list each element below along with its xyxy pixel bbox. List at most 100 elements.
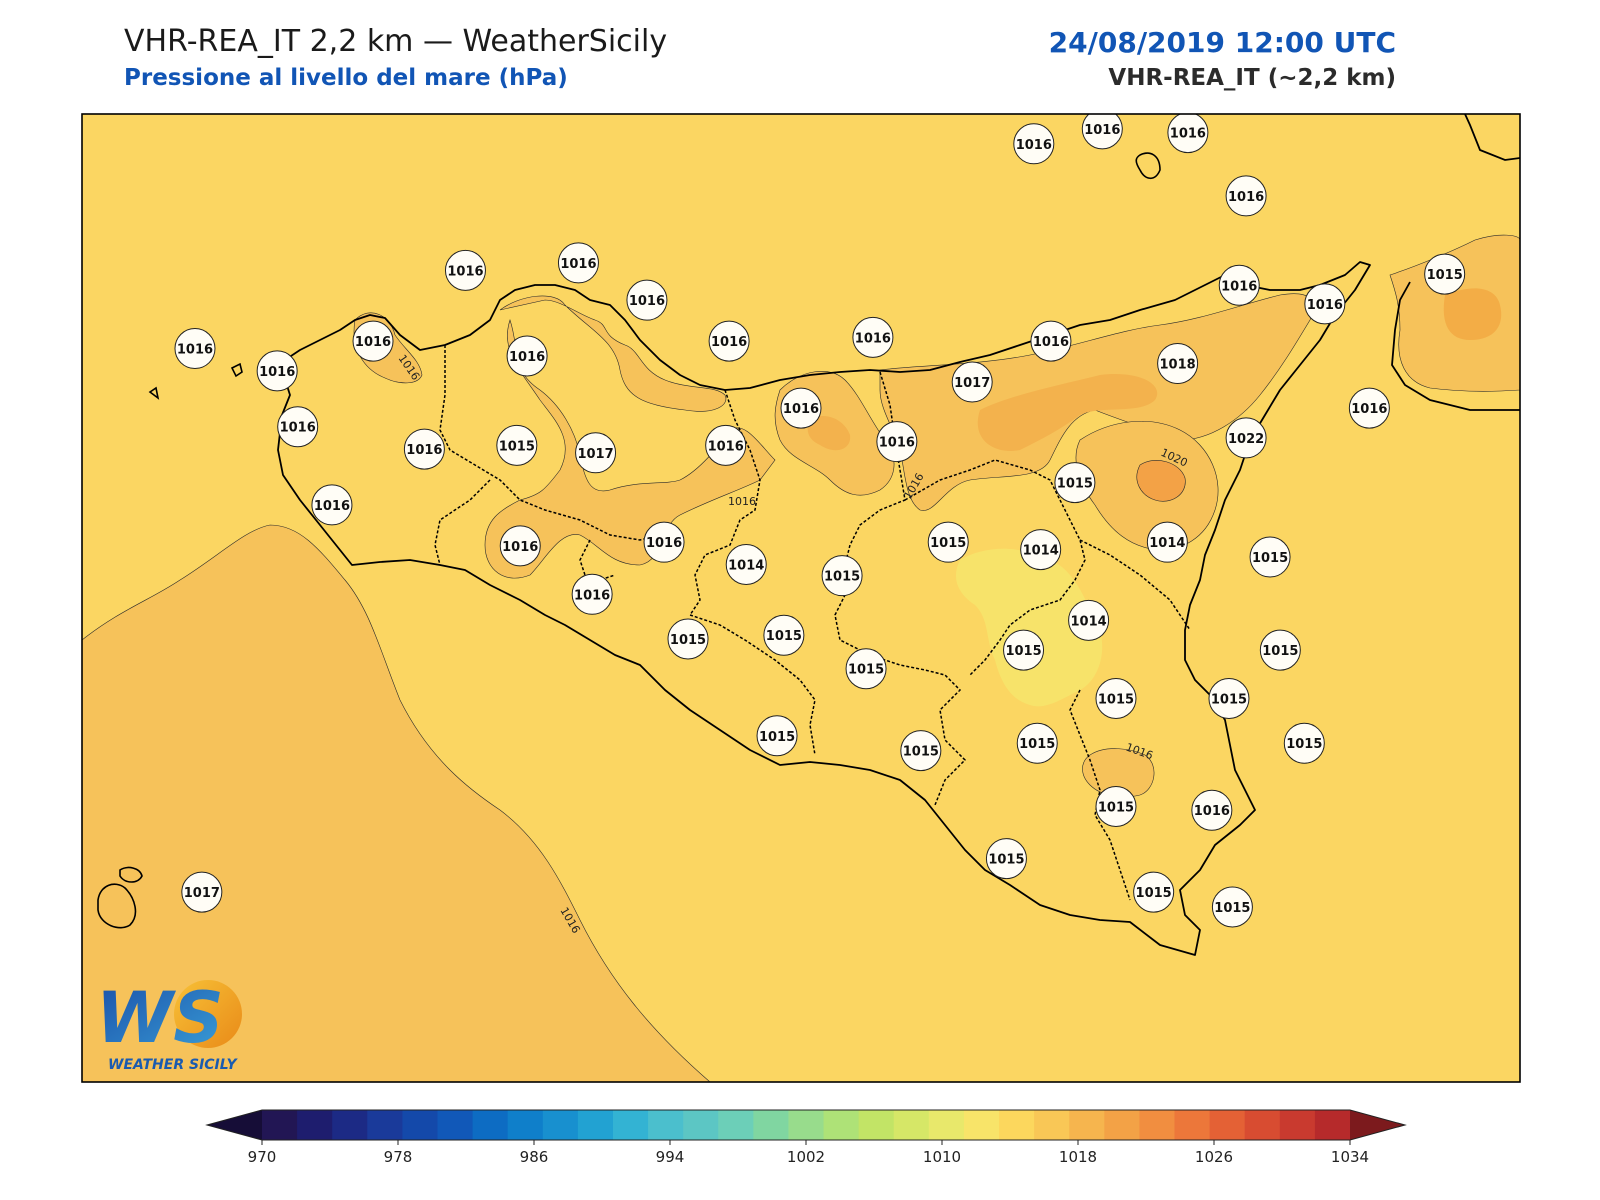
station-circle (725, 543, 767, 585)
colorbar-segment (612, 1110, 649, 1140)
colorbar-segment (788, 1110, 825, 1140)
station-circle (708, 320, 750, 362)
station-value: 1016 (1033, 335, 1069, 350)
station-marker: 1016 (557, 242, 599, 284)
station-marker: 1015 (1133, 871, 1175, 913)
sicily-coastline (277, 261, 1371, 956)
station-marker: 1016 (444, 249, 486, 291)
station-marker: 1015 (845, 648, 887, 690)
station-value: 1015 (1098, 800, 1134, 815)
station-circle (1133, 871, 1175, 913)
station-circle (852, 316, 894, 358)
station-marker: 1016 (174, 328, 216, 370)
station-value: 1015 (1136, 886, 1172, 901)
station-value: 1016 (259, 365, 295, 380)
station-value: 1015 (1252, 551, 1288, 566)
station-circle (1157, 342, 1199, 384)
egadi-islands (148, 362, 243, 400)
model-label: VHR-REA_IT (~2,2 km) (1108, 65, 1396, 91)
station-marker: 1022 (1225, 417, 1267, 459)
station-circle (876, 421, 918, 463)
colorbar-segment (963, 1110, 1000, 1140)
colorbar-segment (1174, 1110, 1211, 1140)
station-circle (1016, 722, 1058, 764)
station-marker: 1015 (900, 730, 942, 772)
pressure-area-etna-inner (1136, 460, 1186, 502)
colorbar-segment (648, 1110, 684, 1140)
station-circle (571, 573, 613, 615)
station-marker: 1016 (277, 406, 319, 448)
station-circle (1211, 886, 1253, 928)
map-subtitle: Pressione al livello del mare (hPa) (124, 65, 568, 91)
station-circle (1095, 678, 1137, 720)
station-value: 1015 (1211, 693, 1247, 708)
colorbar-segment (1244, 1110, 1281, 1140)
station-value: 1015 (1005, 644, 1041, 659)
station-marker: 1016 (876, 421, 918, 463)
station-circle (1081, 114, 1123, 150)
station-marker: 1014 (1020, 529, 1062, 571)
colorbar-segment (472, 1110, 509, 1140)
station-circle (174, 328, 216, 370)
station-value: 1016 (1170, 127, 1206, 142)
colorbar-tick-label: 1002 (787, 1148, 825, 1166)
pressure-area-southwest (82, 524, 711, 1082)
station-value: 1015 (824, 570, 860, 585)
station-marker: 1014 (1146, 521, 1188, 563)
colorbar-tick-label: 994 (656, 1148, 685, 1166)
colorbar-segment (297, 1110, 333, 1140)
station-marker: 1016 (1348, 387, 1390, 429)
station-marker: 1016 (1167, 114, 1209, 154)
colorbar-segment (753, 1110, 789, 1140)
station-circle (506, 335, 548, 377)
station-circle (985, 838, 1027, 880)
station-circle (626, 279, 668, 321)
colorbar-segment (1034, 1110, 1070, 1140)
station-circle (1020, 529, 1062, 571)
station-marker: 1015 (763, 614, 805, 656)
station-value: 1017 (954, 376, 990, 391)
station-marker: 1018 (1157, 342, 1199, 384)
station-circle (181, 871, 223, 913)
station-value: 1016 (355, 335, 391, 350)
station-circle (845, 648, 887, 690)
station-value: 1016 (1084, 123, 1120, 138)
station-value: 1016 (1221, 279, 1257, 294)
colorbar-segment (858, 1110, 895, 1140)
station-circle (256, 350, 298, 392)
station-circle (1054, 462, 1096, 504)
station-value: 1016 (711, 335, 747, 350)
station-marker: 1015 (1259, 629, 1301, 671)
station-marker: 1015 (1095, 678, 1137, 720)
weather-sicily-logo: WS WEATHER SICILY (96, 977, 242, 1073)
station-circle (557, 242, 599, 284)
station-value: 1015 (499, 439, 535, 454)
station-marker: 1017 (575, 432, 617, 474)
station-value: 1016 (509, 350, 545, 365)
colorbar-segment (437, 1110, 474, 1140)
station-marker: 1016 (780, 387, 822, 429)
station-marker: 1016 (1225, 175, 1267, 217)
station-circle (900, 730, 942, 772)
station-marker: 1015 (1208, 678, 1250, 720)
station-value: 1016 (560, 257, 596, 272)
station-circle (821, 555, 863, 597)
colorbar-segment (542, 1110, 579, 1140)
colorbar-segment (1069, 1110, 1105, 1140)
station-circle (1095, 785, 1137, 827)
station-circle (1003, 629, 1045, 671)
station-value: 1016 (280, 421, 316, 436)
colorbar-segment (402, 1110, 438, 1140)
station-circle (1030, 320, 1072, 362)
station-marker: 1015 (1054, 462, 1096, 504)
station-marker: 1016 (705, 424, 747, 466)
station-marker: 1015 (1211, 886, 1253, 928)
colorbar-under-arrow (207, 1110, 262, 1140)
station-value: 1018 (1160, 357, 1196, 372)
station-marker: 1016 (311, 484, 353, 526)
colorbar-tick-label: 1018 (1059, 1148, 1097, 1166)
station-value: 1015 (1057, 477, 1093, 492)
logo-letters: WS (96, 977, 224, 1059)
station-circle (1218, 264, 1260, 306)
